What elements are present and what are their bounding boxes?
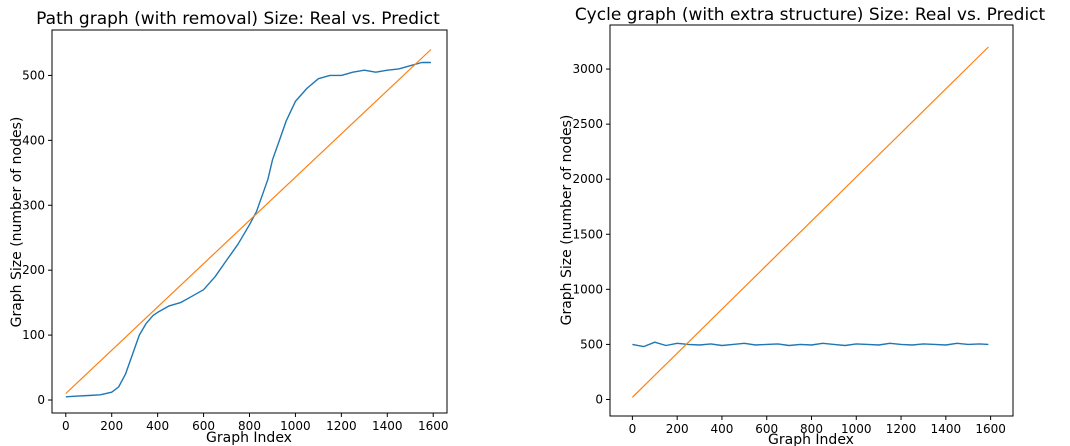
chart-title: Path graph (with removal) Size: Real vs.… bbox=[36, 9, 440, 29]
x-tick-label: 1400 bbox=[931, 422, 962, 436]
y-axis-title: Graph Size (number of nodes) bbox=[559, 115, 575, 326]
x-tick-label: 400 bbox=[146, 419, 169, 433]
series-real-line bbox=[65, 61, 431, 398]
y-tick-label: 3000 bbox=[572, 62, 603, 76]
y-tick-label: 400 bbox=[22, 133, 45, 147]
y-tick-label: 100 bbox=[22, 328, 45, 342]
y-tick-label: 500 bbox=[22, 68, 45, 82]
x-tick-label: 800 bbox=[800, 422, 823, 436]
y-tick-label: 2000 bbox=[572, 172, 603, 186]
x-tick-label: 600 bbox=[192, 419, 215, 433]
chart-cycle-graph: Cycle graph (with extra structure) Size:… bbox=[559, 5, 1046, 446]
x-axis-title: Graph Index bbox=[768, 432, 854, 446]
x-tick-label: 0 bbox=[629, 422, 637, 436]
x-tick-label: 1200 bbox=[326, 419, 357, 433]
series-predict-line bbox=[65, 49, 432, 394]
x-tick-label: 200 bbox=[666, 422, 689, 436]
y-tick-label: 500 bbox=[580, 337, 603, 351]
y-tick-label: 200 bbox=[22, 263, 45, 277]
y-tick-label: 2500 bbox=[572, 117, 603, 131]
x-tick-label: 1000 bbox=[280, 419, 311, 433]
x-tick-label: 600 bbox=[755, 422, 778, 436]
x-axis-title: Graph Index bbox=[206, 430, 292, 446]
x-tick-label: 1600 bbox=[975, 422, 1006, 436]
x-tick-label: 200 bbox=[100, 419, 123, 433]
x-tick-label: 400 bbox=[710, 422, 733, 436]
y-tick-label: 1000 bbox=[572, 282, 603, 296]
x-tick-label: 1200 bbox=[886, 422, 917, 436]
y-tick-label: 0 bbox=[595, 392, 603, 406]
x-tick-label: 0 bbox=[62, 419, 70, 433]
x-tick-label: 1600 bbox=[418, 419, 449, 433]
x-tick-label: 1400 bbox=[372, 419, 403, 433]
plot-frame bbox=[51, 29, 448, 414]
chart-title: Cycle graph (with extra structure) Size:… bbox=[575, 5, 1046, 25]
y-tick-label: 1500 bbox=[572, 227, 603, 241]
chart-path-graph: Path graph (with removal) Size: Real vs.… bbox=[9, 9, 448, 446]
series-real-line bbox=[632, 341, 989, 348]
y-tick-label: 0 bbox=[37, 393, 45, 407]
y-tick-label: 300 bbox=[22, 198, 45, 212]
series-predict-line bbox=[631, 46, 989, 398]
plot-frame bbox=[609, 24, 1014, 417]
y-axis-title: Graph Size (number of nodes) bbox=[9, 117, 25, 328]
x-tick-label: 1000 bbox=[841, 422, 872, 436]
x-tick-label: 800 bbox=[238, 419, 261, 433]
